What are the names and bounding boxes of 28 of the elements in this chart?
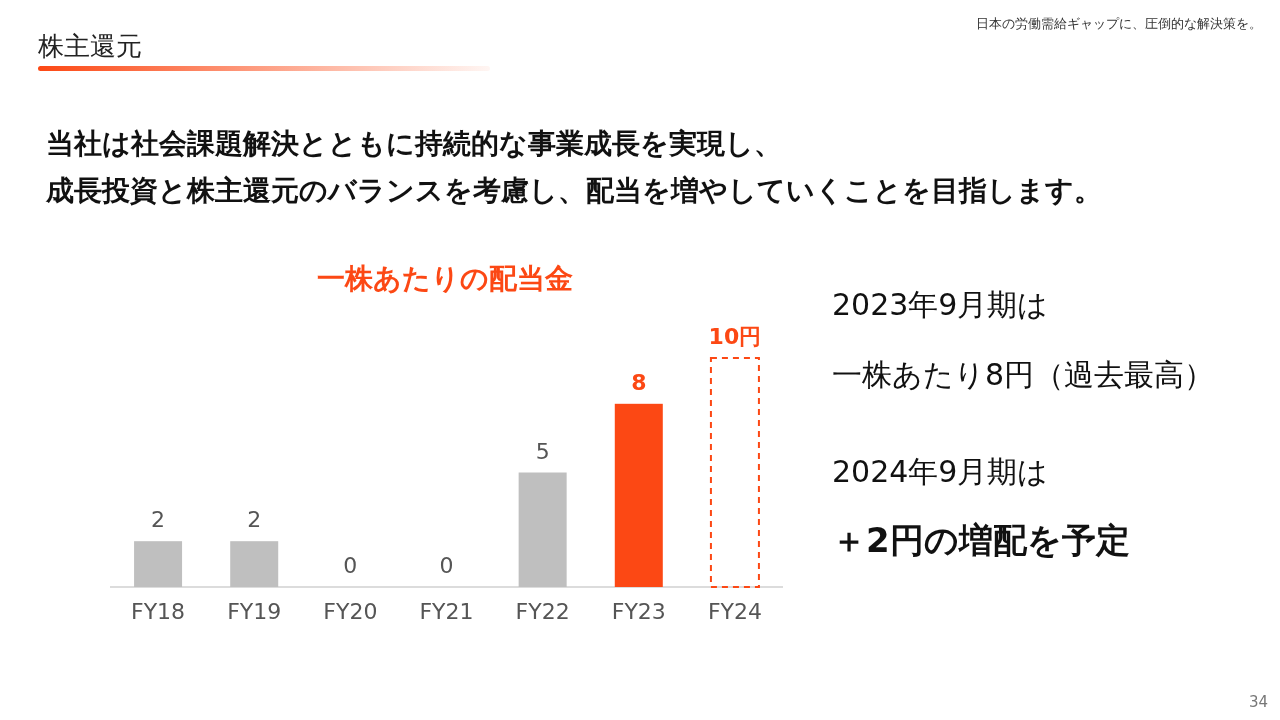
- text: 34: [1248, 693, 1268, 711]
- data-label: 10円: [708, 324, 762, 349]
- text: ＋2円の増配を予定: [832, 520, 1130, 560]
- data-label: 0: [343, 553, 358, 578]
- data-label: 0: [439, 553, 454, 578]
- text: 株主還元: [37, 31, 142, 61]
- text: 2024年9月期は: [832, 454, 1049, 489]
- bar: [709, 357, 760, 588]
- text: 当社は社会課題解決とともに持続的な事業成長を実現し、: [46, 127, 782, 160]
- x-tick-label: FY22: [515, 599, 570, 624]
- bar: [518, 472, 567, 587]
- text: 成長投資と株主還元のバランスを考慮し、配当を増やしていくことを目指します。: [45, 174, 1102, 207]
- x-tick-label: FY19: [227, 599, 282, 624]
- data-label: 5: [535, 438, 550, 464]
- bar: [230, 541, 279, 587]
- x-tick-label: FY21: [419, 599, 474, 624]
- text: 2023年9月期は: [832, 287, 1049, 322]
- data-label: 2: [151, 507, 166, 533]
- text: 日本の労働需給ギャップに、圧倒的な解決策を。: [976, 16, 1262, 31]
- data-label: 2: [247, 507, 262, 533]
- data-label: 8: [631, 369, 647, 395]
- x-tick-label: FY18: [131, 599, 186, 624]
- x-tick-label: FY20: [323, 599, 378, 624]
- x-tick-label: FY23: [611, 599, 666, 624]
- x-tick-label: FY24: [707, 599, 762, 624]
- text: 一株あたり8円（過去最高）: [832, 357, 1215, 392]
- bar: [134, 541, 183, 587]
- chart-title: 一株あたりの配当金: [317, 262, 573, 295]
